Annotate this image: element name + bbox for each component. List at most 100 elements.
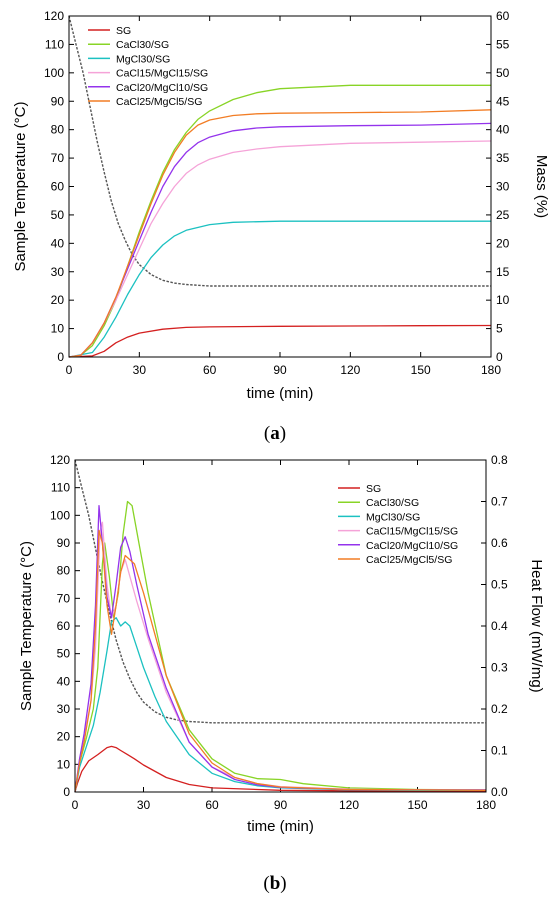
y-right-tick-label: 5 <box>496 322 503 336</box>
legend-label: SG <box>116 25 131 37</box>
y-right-tick-label: 0.8 <box>491 453 508 467</box>
legend-label: CaCl20/MgCl10/SG <box>116 82 208 94</box>
legend-label: CaCl25/MgCl5/SG <box>366 554 452 566</box>
y-left-tick-label: 70 <box>57 591 71 605</box>
y-right-tick-label: 55 <box>496 37 510 51</box>
y-left-tick-label: 100 <box>44 66 64 80</box>
y-left-tick-label: 60 <box>51 180 65 194</box>
chart-panel-b: 0 30 60 90 120 150 180 0 10 20 30 40 50 60 70 80 90 100 11… <box>18 453 545 894</box>
y-left-tick-label: 20 <box>57 730 71 744</box>
legend: SG CaCl30/SG MgCl30/SG CaCl15/MgCl15/SG CaCl… <box>88 25 208 108</box>
series-line-6 <box>68 109 492 358</box>
chart-panel-a: 0 30 60 90 120 150 180010203040506070809010011… <box>12 9 550 444</box>
y-left-tick-label: 30 <box>57 702 71 716</box>
legend-label: CaCl30/SG <box>116 39 169 51</box>
y-right-tick-label: 30 <box>496 180 510 194</box>
y-right-tick-label: 25 <box>496 208 510 222</box>
y-left-tick-label: 20 <box>51 293 65 307</box>
y-left-tick-label: 40 <box>51 236 65 250</box>
plot-frame <box>74 459 487 793</box>
plot-frame <box>68 15 492 358</box>
y-right-axis-label: Mass (%) <box>533 155 550 218</box>
legend-label: CaCl15/MgCl15/SG <box>116 68 208 80</box>
y-left-tick-label: 60 <box>57 619 71 633</box>
y-left-tick-label: 110 <box>45 37 64 51</box>
ticks <box>74 459 487 793</box>
series-line-2 <box>74 500 487 793</box>
x-axis-label: time (min) <box>247 818 314 835</box>
x-axis-label: time (min) <box>247 385 314 402</box>
x-tick-label: 150 <box>407 798 427 812</box>
y-left-tick-label: 30 <box>51 265 65 279</box>
y-left-tick-label: 40 <box>57 674 71 688</box>
y-right-tick-label: 0 <box>496 350 503 364</box>
y-right-tick-label: 15 <box>496 265 510 279</box>
y-right-tick-label: 0.6 <box>491 536 508 550</box>
x-tick-label: 180 <box>476 798 496 812</box>
x-tick-label: 180 <box>481 363 501 377</box>
y-right-tick-label: 10 <box>496 293 510 307</box>
y-right-tick-label: 0.3 <box>491 661 508 675</box>
y-right-tick-label: 0.7 <box>491 495 508 509</box>
legend-label: CaCl15/MgCl15/SG <box>366 526 458 538</box>
y-right-tick-label: 45 <box>496 94 510 108</box>
y-left-tick-label: 90 <box>51 94 65 108</box>
x-tick-label: 120 <box>339 798 359 812</box>
legend-label: CaCl25/MgCl5/SG <box>116 96 202 108</box>
x-tick-label: 30 <box>133 363 147 377</box>
y-left-tick-label: 10 <box>51 322 65 336</box>
x-tick-label: 150 <box>411 363 431 377</box>
y-right-tick-label: 40 <box>496 123 510 137</box>
y-right-tick-label: 0.5 <box>491 578 508 592</box>
y-left-tick-label: 80 <box>57 564 71 578</box>
series-line-1 <box>68 324 492 358</box>
x-tick-label: 30 <box>137 798 151 812</box>
x-tick-label: 60 <box>203 363 217 377</box>
y-left-tick-label: 120 <box>50 453 70 467</box>
y-right-tick-label: 0.0 <box>491 785 508 799</box>
series-line-3 <box>68 220 491 358</box>
legend-label: CaCl20/MgCl10/SG <box>366 540 458 552</box>
series-line-3 <box>74 617 486 793</box>
legend-label: MgCl30/SG <box>116 53 170 65</box>
y-left-tick-label: 120 <box>44 9 64 23</box>
series-line-2 <box>68 84 491 358</box>
y-left-tick-label: 50 <box>57 647 71 661</box>
legend: SG CaCl30/SG MgCl30/SG CaCl15/MgCl15/SG CaCl… <box>338 483 458 566</box>
y-left-tick-label: 0 <box>63 785 70 799</box>
temperature-line <box>74 459 486 724</box>
y-right-axis-label: Heat Flow (mW/mg) <box>528 559 545 692</box>
y-right-tick-label: 20 <box>496 236 510 250</box>
y-left-axis-label: Sample Temperature (°C) <box>18 541 35 711</box>
x-tick-label: 0 <box>66 363 73 377</box>
y-right-tick-label: 0.2 <box>491 702 508 716</box>
y-left-tick-label: 0 <box>57 350 64 364</box>
y-left-axis-label: Sample Temperature (°C) <box>12 102 29 272</box>
x-tick-label: 90 <box>274 798 288 812</box>
y-right-tick-label: 35 <box>496 151 510 165</box>
y-left-tick-label: 110 <box>51 481 70 495</box>
y-left-tick-label: 90 <box>57 536 71 550</box>
x-tick-label: 90 <box>273 363 287 377</box>
y-left-tick-label: 50 <box>51 208 65 222</box>
temperature-line <box>68 15 491 287</box>
panel-caption: (a) <box>264 423 286 444</box>
y-left-tick-label: 80 <box>51 123 65 137</box>
series-line-6 <box>74 529 487 793</box>
y-left-tick-label: 70 <box>51 151 65 165</box>
y-right-tick-label: 50 <box>496 66 510 80</box>
series-line-5 <box>74 505 486 793</box>
series-line-5 <box>68 122 492 358</box>
panel-caption: (b) <box>263 873 286 894</box>
y-left-tick-label: 100 <box>50 508 70 522</box>
y-left-tick-label: 10 <box>57 757 71 771</box>
y-right-tick-label: 0.4 <box>491 619 508 633</box>
series-line-4 <box>68 140 492 358</box>
x-tick-label: 120 <box>340 363 360 377</box>
legend-label: SG <box>366 483 381 495</box>
y-right-tick-label: 60 <box>496 9 510 23</box>
legend-label: CaCl30/SG <box>366 497 419 509</box>
y-right-tick-label: 0.1 <box>491 744 508 758</box>
x-tick-label: 60 <box>205 798 219 812</box>
